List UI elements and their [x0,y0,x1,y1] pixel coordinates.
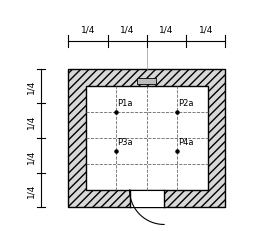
Bar [68,70,225,207]
Text: P2a: P2a [178,99,194,108]
Bar [137,79,156,84]
Text: 1/4: 1/4 [159,25,174,34]
Text: P4a: P4a [178,137,194,146]
Text: 1/4: 1/4 [26,114,35,128]
Text: 1/4: 1/4 [81,25,95,34]
Text: 1/4: 1/4 [198,25,213,34]
Text: 1/4: 1/4 [26,183,35,197]
Bar [86,87,208,190]
Bar [130,190,164,207]
Text: P1a: P1a [117,99,133,108]
Text: 1/4: 1/4 [26,80,35,94]
Text: P3a: P3a [117,137,133,146]
Text: 1/4: 1/4 [26,149,35,163]
Text: 1/4: 1/4 [120,25,134,34]
